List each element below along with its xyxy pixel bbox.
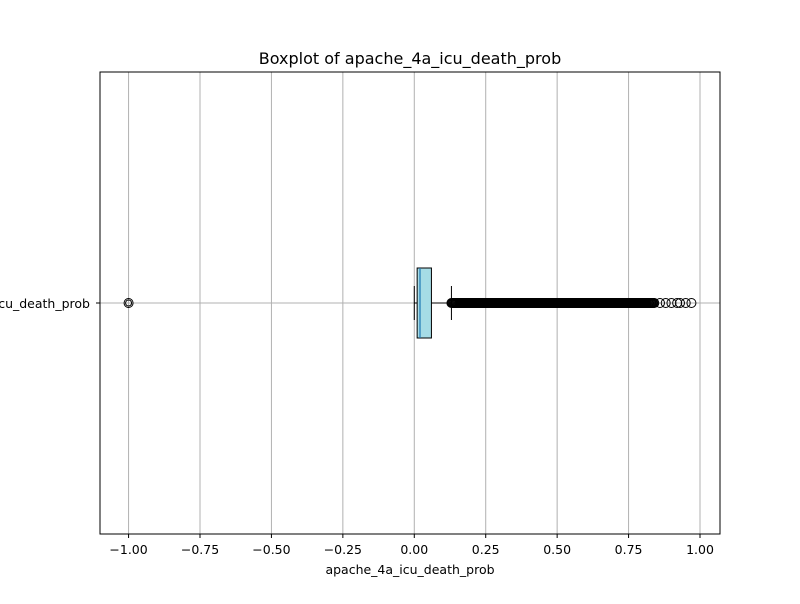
chart-title: Boxplot of apache_4a_icu_death_prob (259, 49, 561, 69)
outlier-point (675, 298, 685, 308)
outlier-layer (123, 298, 697, 308)
outlier-point (649, 298, 660, 308)
outlier-point (660, 298, 671, 308)
x-tick-label: 0.50 (543, 542, 571, 557)
outlier-point (655, 298, 665, 308)
x-tick-label: 0.75 (615, 542, 643, 557)
x-tick-label: −0.25 (324, 542, 362, 557)
y-category-label: apache_4a_icu_death_prob (0, 296, 90, 311)
iqr-box (416, 267, 432, 339)
outlier-point (123, 298, 134, 308)
x-tick-label: −1.00 (109, 542, 147, 557)
tick-layer: −1.00 −0.75 −0.50 −0.25 0.00 0.25 0.50 0.75 1.00 (109, 534, 714, 557)
outlier-point (686, 298, 697, 308)
x-tick-label: −0.75 (181, 542, 219, 557)
x-tick-label: −0.50 (252, 542, 290, 557)
x-axis-label: apache_4a_icu_death_prob (325, 562, 494, 577)
outlier-point (125, 299, 133, 307)
x-tick-label: 1.00 (686, 542, 714, 557)
outlier-point (680, 298, 691, 308)
x-tick-label: 0.25 (472, 542, 500, 557)
box-layer (413, 267, 452, 339)
x-tick-label: 0.00 (400, 542, 428, 557)
